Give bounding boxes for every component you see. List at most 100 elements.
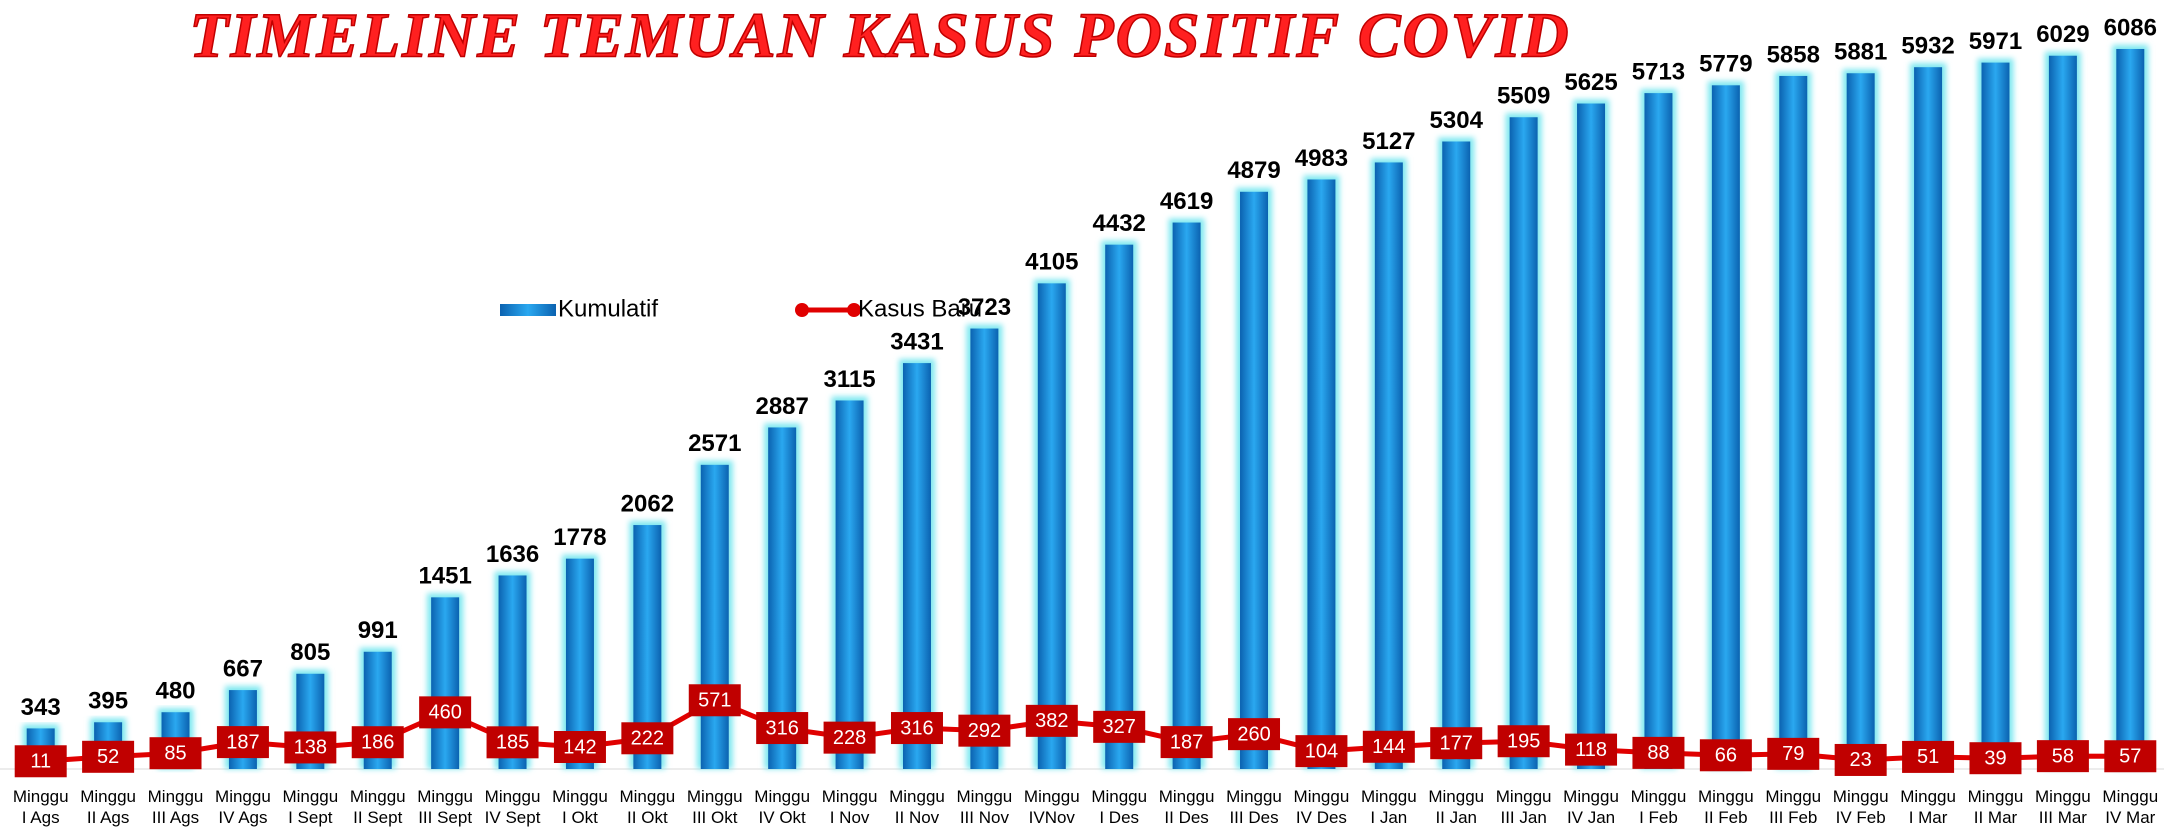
x-tick-label: Minggu I Jan (1361, 787, 1417, 827)
x-tick-label: Minggu IV Des (1294, 787, 1350, 827)
bar (1509, 117, 1538, 769)
chart-title: TIMELINE TEMUAN KASUS POSITIF COVID (189, 0, 1570, 71)
data-label-box (1430, 727, 1483, 760)
x-tick-label: Minggu I Ags (13, 787, 69, 827)
data-label-box (2104, 740, 2157, 773)
data-label-box (823, 721, 876, 754)
value-label: 5127 (1362, 128, 1415, 155)
value-label: 5713 (1632, 58, 1685, 85)
x-tick-label: Minggu III Okt (687, 787, 743, 827)
data-label: 327 (1103, 716, 1136, 738)
data-label-box (216, 726, 269, 759)
x-tick-label: Minggu IV Mar (2102, 787, 2158, 827)
value-label: 395 (88, 688, 128, 715)
data-label: 186 (361, 731, 394, 753)
x-tick-label: Minggu IV Sept (485, 787, 541, 827)
bar (1442, 141, 1471, 770)
bar (1644, 93, 1673, 769)
data-label: 195 (1507, 731, 1540, 753)
data-label: 51 (1917, 746, 1939, 768)
data-label-box (1767, 737, 1820, 770)
data-label: 292 (968, 720, 1001, 742)
x-tick-label: Minggu III Des (1226, 787, 1282, 827)
value-label: 5509 (1497, 83, 1550, 110)
data-label: 177 (1440, 732, 1473, 754)
x-tick-label: Minggu II Sept (350, 787, 406, 827)
x-tick-label: Minggu IV Ags (215, 787, 271, 827)
data-label-box (1025, 704, 1078, 737)
x-tick-label: Minggu III Nov (957, 787, 1013, 827)
value-label: 1778 (553, 524, 606, 551)
value-label: 991 (358, 617, 398, 644)
bar (970, 328, 999, 769)
x-tick-label: Minggu II Nov (889, 787, 945, 827)
data-label: 104 (1305, 740, 1338, 762)
data-label: 11 (30, 751, 51, 773)
value-label: 480 (155, 678, 195, 705)
data-label: 57 (2119, 746, 2141, 768)
data-label-box (149, 737, 202, 770)
legend-marker (795, 303, 809, 317)
value-label: 5625 (1564, 69, 1617, 96)
data-label: 23 (1850, 749, 1872, 771)
value-label: 5971 (1969, 28, 2022, 55)
data-label-box (1497, 725, 1550, 758)
value-label: 5881 (1834, 39, 1887, 66)
data-label-box (756, 712, 809, 745)
data-label-box (284, 731, 337, 764)
data-label: 382 (1035, 710, 1068, 732)
data-label: 571 (698, 690, 731, 712)
value-label: 3723 (958, 294, 1011, 321)
bar (1846, 73, 1875, 769)
value-label: 2062 (621, 490, 674, 517)
data-label-box (553, 730, 606, 763)
x-tick-label: Minggu IVNov (1024, 787, 1080, 827)
value-label: 5858 (1767, 41, 1820, 68)
bar (1577, 103, 1606, 770)
x-tick-label: Minggu I Feb (1631, 787, 1687, 827)
value-label: 667 (223, 655, 263, 682)
data-label-box (1565, 733, 1618, 766)
x-tick-label: Minggu II Okt (619, 787, 675, 827)
data-label: 187 (1170, 731, 1203, 753)
value-label: 1451 (418, 563, 471, 590)
legend-label: Kasus Baru (858, 295, 982, 322)
data-label: 222 (631, 728, 664, 750)
data-label: 316 (765, 717, 798, 739)
value-label: 5304 (1430, 107, 1484, 134)
data-label-box (2036, 740, 2089, 773)
data-label-box (1834, 743, 1887, 776)
data-label: 228 (833, 727, 866, 749)
data-label: 58 (2052, 745, 2074, 767)
value-label: 805 (290, 639, 330, 666)
bar (1711, 85, 1740, 769)
value-label: 4619 (1160, 188, 1213, 215)
x-tick-label: Minggu I Mar (1900, 787, 1956, 827)
data-label-box (890, 712, 943, 745)
x-tick-label: Minggu IV Okt (754, 787, 810, 827)
x-tick-label: Minggu III Jan (1496, 787, 1552, 827)
x-tick-label: Minggu II Des (1159, 787, 1215, 827)
data-label-box (1093, 710, 1146, 743)
x-tick-label: Minggu III Sept (417, 787, 473, 827)
data-label: 460 (428, 702, 461, 724)
legend-marker (847, 303, 861, 317)
value-label: 5932 (1901, 33, 1954, 60)
data-label: 138 (294, 737, 327, 759)
data-label: 85 (164, 742, 186, 764)
bar (1240, 191, 1269, 770)
x-tick-label: Minggu IV Feb (1833, 787, 1889, 827)
data-label: 79 (1782, 743, 1804, 765)
data-label-box (486, 726, 539, 759)
bar (2116, 48, 2145, 770)
data-label-box (1902, 740, 1955, 773)
x-tick-label: Minggu I Sept (282, 787, 338, 827)
value-label: 3431 (890, 328, 943, 355)
value-label: 5779 (1699, 51, 1752, 78)
bar (1914, 67, 1943, 769)
value-label: 3115 (824, 366, 876, 393)
data-label: 118 (1575, 739, 1607, 761)
data-label-box (14, 745, 67, 778)
data-label: 144 (1372, 736, 1405, 758)
